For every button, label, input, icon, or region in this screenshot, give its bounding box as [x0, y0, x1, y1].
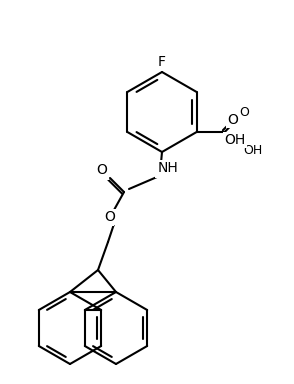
Text: O: O — [103, 212, 113, 225]
Text: OH: OH — [224, 133, 245, 147]
Text: O: O — [105, 210, 116, 224]
Text: OH: OH — [243, 144, 262, 157]
Text: O: O — [240, 106, 250, 119]
Text: NH: NH — [158, 161, 178, 175]
Text: O: O — [227, 113, 238, 127]
Text: O: O — [98, 166, 108, 179]
Text: NH: NH — [157, 164, 176, 177]
Text: F: F — [158, 55, 166, 69]
Text: F: F — [158, 56, 166, 68]
Text: O: O — [96, 163, 107, 177]
